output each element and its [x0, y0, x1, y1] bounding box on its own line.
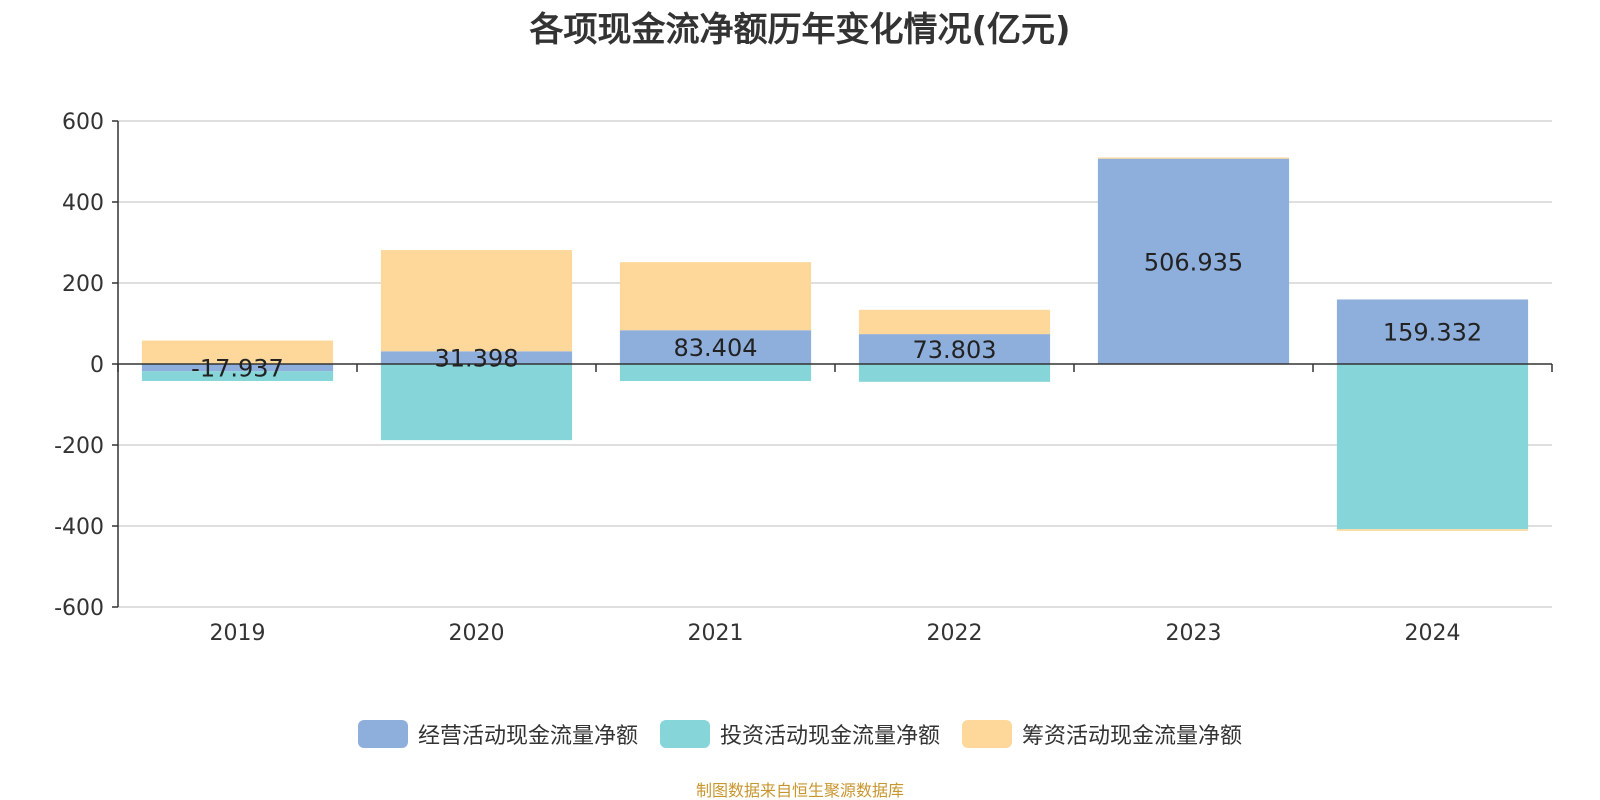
legend-item-0[interactable]: 经营活动现金流量净额 — [357, 718, 638, 750]
bar-2021-series-0 — [619, 330, 812, 364]
cashflow-bar-chart: 600 400 200 0 -200 -400 -600 2019 2020 2021 2022 20… — [54, 110, 1553, 646]
bar-2019-series-2 — [141, 340, 334, 364]
legend-item-2[interactable]: 筹资活动现金流量净额 — [962, 718, 1242, 750]
legend-item-1[interactable]: 投资活动现金流量净额 — [659, 718, 940, 750]
x-tick-label: 2022 — [927, 621, 983, 646]
bar-2023-series-0 — [1097, 158, 1290, 364]
legend-swatch — [357, 720, 408, 748]
legend-swatch — [962, 720, 1012, 748]
legend: 经营活动现金流量净额 投资活动现金流量净额 筹资活动现金流量净额 — [0, 718, 1600, 750]
bar-2024-series-0 — [1336, 299, 1529, 364]
legend-label: 投资活动现金流量净额 — [719, 724, 940, 749]
y-tick-label: 0 — [90, 353, 104, 378]
y-tick-label: 200 — [62, 272, 104, 297]
bar-2021-series-2 — [619, 262, 812, 331]
x-tick-label: 2021 — [688, 621, 744, 646]
data-label-2020: 31.398 — [435, 345, 519, 373]
source-note: 制图数据来自恒生聚源数据库 — [695, 781, 904, 800]
bar-2024-series-2 — [1336, 529, 1529, 531]
bar-2020-series-2 — [380, 250, 573, 352]
data-label-2023: 506.935 — [1144, 248, 1243, 276]
y-tick-label: -200 — [54, 434, 104, 459]
y-tick-label: -400 — [54, 515, 104, 540]
bar-2020-series-1 — [380, 364, 573, 441]
bar-2022-series-0 — [858, 334, 1051, 364]
bar-2019-series-1 — [141, 371, 334, 381]
y-tick-label: 400 — [62, 191, 104, 216]
bar-2019-series-0 — [141, 364, 334, 372]
y-tick-label: 600 — [62, 110, 104, 135]
bar-2020-series-0 — [380, 351, 573, 364]
data-labels: -17.937 31.398 83.404 73.803 506.935 159.332 — [191, 248, 1482, 382]
bar-2021-series-1 — [619, 364, 812, 382]
grid-lines — [118, 120, 1552, 608]
bar-2022-series-1 — [858, 364, 1051, 382]
bar-2024-series-1 — [1336, 364, 1529, 530]
bar-2023-series-2 — [1097, 157, 1290, 159]
legend-label: 筹资活动现金流量净额 — [1022, 724, 1243, 749]
y-tick-label: -600 — [54, 596, 104, 621]
x-tick-label: 2019 — [210, 621, 266, 646]
legend-swatch — [659, 720, 710, 748]
legend-label: 经营活动现金流量净额 — [417, 724, 638, 749]
x-tick-label: 2020 — [449, 621, 505, 646]
bars — [141, 157, 1529, 531]
bar-2022-series-2 — [858, 309, 1051, 335]
chart-title: 各项现金流净额历年变化情况(亿元) — [529, 10, 1071, 50]
axes: 600 400 200 0 -200 -400 -600 2019 2020 2021 2022 20… — [54, 110, 1553, 646]
data-label-2024: 159.332 — [1383, 319, 1482, 347]
data-label-2022: 73.803 — [913, 336, 997, 364]
x-tick-label: 2024 — [1405, 621, 1461, 646]
x-tick-label: 2023 — [1166, 621, 1222, 646]
data-label-2021: 83.404 — [674, 334, 758, 362]
data-label-2019: -17.937 — [191, 355, 284, 383]
